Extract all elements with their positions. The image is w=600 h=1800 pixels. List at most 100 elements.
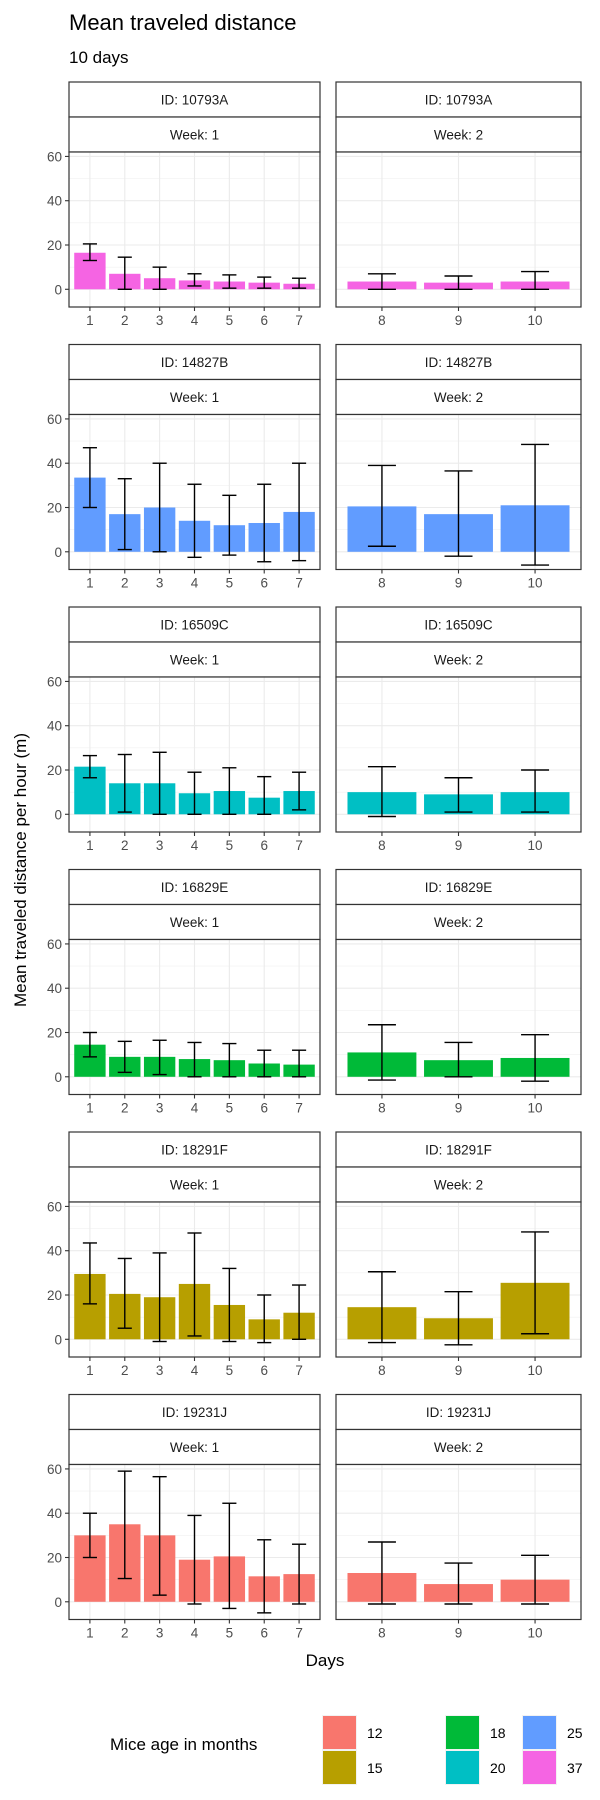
strip-id-label: ID: 16509C [160,618,229,633]
strip-week-box [335,116,582,153]
error-bar [367,1024,396,1081]
y-tick-label: 60 [47,1199,62,1214]
y-tick-label: 40 [47,1506,62,1521]
error-bar [152,751,167,815]
error-bar [521,1554,550,1605]
x-tick-label: 7 [295,576,303,591]
strip-id-label: ID: 10793A [161,93,229,108]
chart-title: Mean traveled distance [69,10,296,35]
strip-id-box [68,343,321,381]
error-bar [257,483,272,563]
x-axis-title: Days [306,1651,345,1670]
legend-label: 37 [567,1760,583,1776]
legend-label: 18 [490,1725,506,1741]
strip-id-box [335,343,582,381]
legend-title: Mice age in months [110,1735,257,1754]
error-bar [444,1041,473,1078]
strip-id-label: ID: 10793A [425,93,493,108]
x-tick-label: 10 [528,1101,543,1116]
strip-week-label: Week: 1 [170,128,219,143]
strip-id-label: ID: 18291F [425,1143,492,1158]
strip-id-box [335,1131,582,1168]
strip-week-box [68,378,321,416]
y-tick-label: 20 [47,238,62,253]
y-axis-title: Mean traveled distance per hour (m) [11,733,30,1007]
x-tick-label: 9 [455,1101,463,1116]
legend-item: 15 [322,1750,383,1785]
strip-week-label: Week: 1 [170,1178,219,1193]
x-tick-label: 8 [378,1101,386,1116]
error-bar [222,1502,237,1610]
x-tick-label: 9 [455,576,463,591]
error-bar [187,273,202,287]
x-tick-label: 2 [121,1101,129,1116]
strip-week-box [335,378,582,416]
x-tick-label: 10 [528,838,543,853]
facet-panel: ID: 16509C Week: 2 8 9 10 [335,606,582,853]
x-tick-label: 10 [528,576,543,591]
x-tick-label: 9 [455,1626,463,1641]
x-tick-label: 4 [191,1626,199,1641]
error-bar [117,256,132,290]
error-bar [292,1049,307,1078]
error-bar [222,274,237,289]
error-bar [187,1514,202,1605]
y-tick-label: 60 [47,937,62,952]
strip-week-label: Week: 2 [434,915,483,930]
x-tick-label: 1 [86,576,94,591]
facet-panel: ID: 16509C Week: 1 1 2 3 4 5 6 7 0 20 40 60 [47,606,321,853]
x-tick-label: 7 [295,838,303,853]
error-bar [82,754,97,779]
x-tick-label: 2 [121,1626,129,1641]
strip-week-box [335,1428,582,1466]
x-tick-label: 3 [156,313,164,328]
facet-panel: ID: 16829E Week: 2 8 9 10 [335,868,582,1116]
x-tick-label: 5 [226,838,234,853]
facet-panel: ID: 18291F Week: 1 1 2 3 4 5 6 7 0 20 40 60 [47,1131,321,1378]
x-tick-label: 10 [528,313,543,328]
y-tick-label: 0 [54,282,62,297]
strip-week-box [335,641,582,678]
strip-week-box [68,641,321,678]
strip-week-box [335,903,582,941]
error-bar [292,771,307,811]
strip-id-label: ID: 16509C [424,618,493,633]
strip-id-label: ID: 14827B [425,355,493,370]
error-bar [117,478,132,551]
error-bar [292,277,307,289]
y-tick-label: 40 [47,1244,62,1259]
x-tick-label: 7 [295,1363,303,1378]
strip-week-box [68,903,321,941]
x-tick-label: 9 [455,838,463,853]
error-bar [292,462,307,562]
strip-id-box [68,81,321,118]
x-tick-label: 3 [156,838,164,853]
x-tick-label: 10 [528,1626,543,1641]
error-bar [367,273,396,290]
x-tick-label: 4 [191,313,199,328]
strip-week-box [68,1428,321,1466]
strip-id-label: ID: 19231J [162,1405,227,1420]
y-tick-label: 60 [47,1462,62,1477]
error-bar [187,483,202,559]
error-bar [367,1541,396,1605]
facet-panel: ID: 19231J Week: 2 8 9 10 [335,1393,582,1641]
y-tick-label: 40 [47,194,62,209]
error-bar [187,1232,202,1337]
y-tick-label: 0 [54,807,62,822]
legend-item: 18 [445,1715,506,1750]
facet-panel: ID: 14827B Week: 2 8 9 10 [335,343,582,591]
error-bar [222,767,237,815]
y-tick-label: 40 [47,719,62,734]
x-tick-label: 5 [226,1101,234,1116]
x-tick-label: 5 [226,1363,234,1378]
error-bar [222,494,237,556]
error-bar [152,1252,167,1343]
legend-item: 12 [322,1715,383,1750]
error-bar [82,1512,97,1559]
y-tick-label: 40 [47,456,62,471]
error-bar [117,1470,132,1580]
